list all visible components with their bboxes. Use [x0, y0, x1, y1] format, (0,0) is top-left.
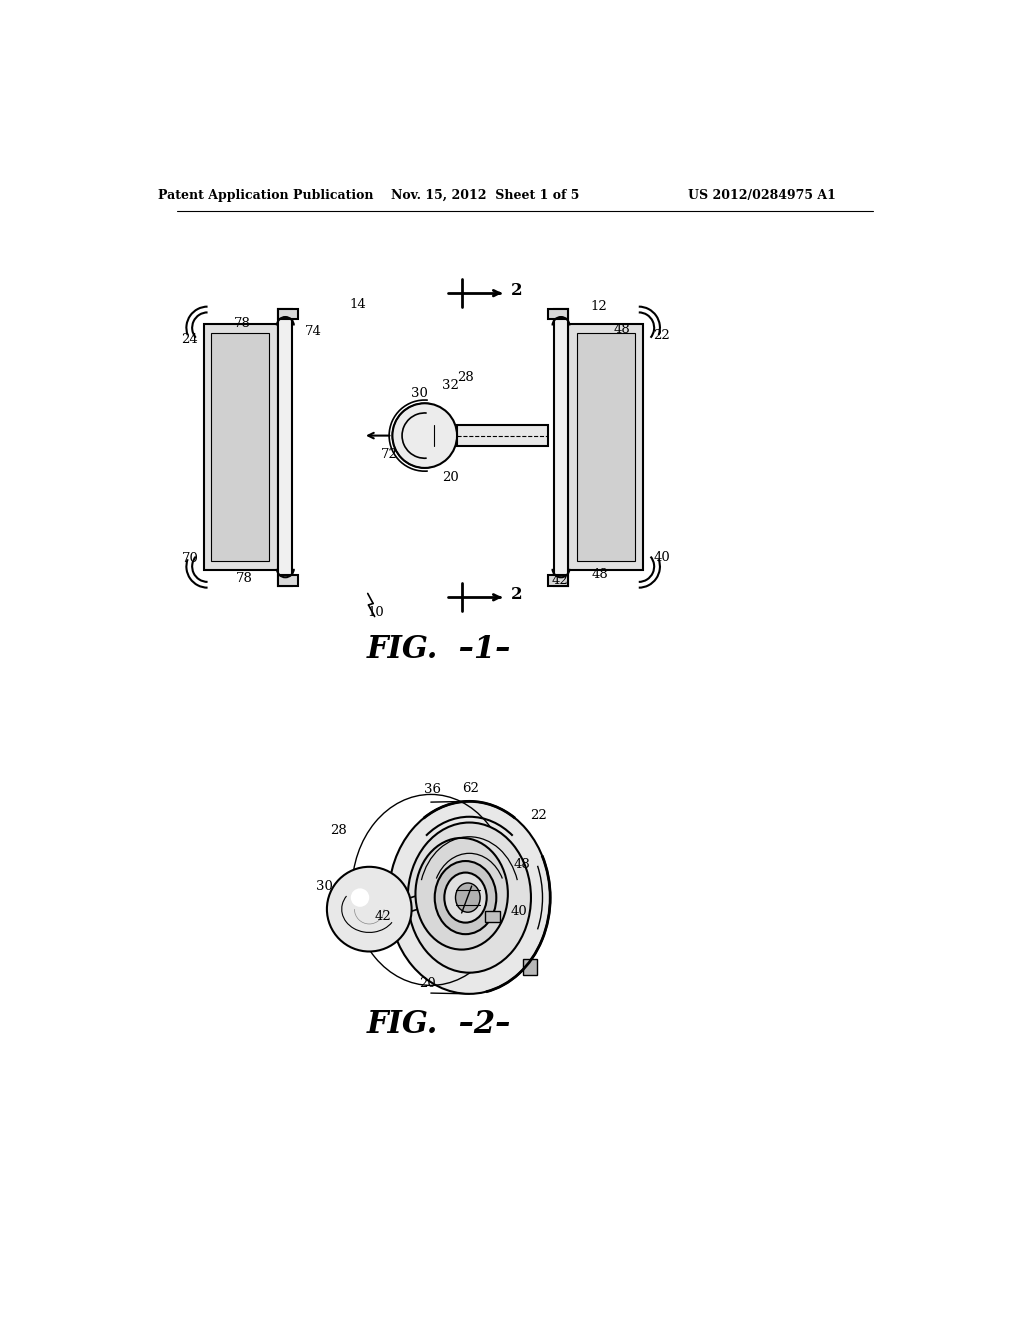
Text: 20: 20: [442, 471, 459, 484]
Ellipse shape: [388, 801, 550, 994]
Circle shape: [327, 867, 412, 952]
Text: 14: 14: [349, 298, 367, 312]
Text: 40: 40: [653, 550, 671, 564]
Polygon shape: [279, 309, 292, 586]
Polygon shape: [484, 911, 500, 923]
Text: 12: 12: [591, 300, 607, 313]
Circle shape: [392, 404, 457, 469]
Text: 30: 30: [411, 387, 428, 400]
Text: 22: 22: [653, 329, 671, 342]
Text: 24: 24: [181, 333, 199, 346]
Polygon shape: [204, 323, 279, 570]
Text: 28: 28: [457, 371, 474, 384]
Polygon shape: [523, 960, 538, 974]
Text: 36: 36: [424, 783, 441, 796]
Text: Nov. 15, 2012  Sheet 1 of 5: Nov. 15, 2012 Sheet 1 of 5: [390, 189, 579, 202]
Text: 78: 78: [237, 572, 253, 585]
Circle shape: [351, 888, 370, 907]
Text: 2: 2: [511, 586, 523, 603]
Text: 10: 10: [367, 606, 384, 619]
Polygon shape: [211, 333, 269, 561]
Text: 32: 32: [441, 379, 459, 392]
Ellipse shape: [456, 883, 480, 912]
Text: 48: 48: [613, 323, 630, 335]
Text: 48: 48: [513, 858, 530, 871]
Polygon shape: [554, 309, 568, 586]
Text: 40: 40: [511, 906, 527, 917]
Ellipse shape: [416, 838, 508, 949]
Text: 72: 72: [381, 449, 397, 462]
Polygon shape: [548, 309, 568, 319]
Text: 48: 48: [592, 568, 608, 581]
Ellipse shape: [435, 861, 497, 935]
Polygon shape: [578, 333, 635, 561]
Text: 42: 42: [375, 911, 391, 924]
Polygon shape: [548, 576, 568, 586]
Polygon shape: [568, 323, 643, 570]
Text: FIG.  –1–: FIG. –1–: [367, 634, 511, 665]
Text: 62: 62: [463, 781, 479, 795]
Text: 22: 22: [530, 809, 547, 822]
Text: 30: 30: [316, 879, 333, 892]
Text: 20: 20: [419, 977, 435, 990]
Text: Patent Application Publication: Patent Application Publication: [158, 189, 373, 202]
Text: 78: 78: [233, 317, 251, 330]
Text: 2: 2: [511, 282, 523, 300]
Text: 74: 74: [304, 325, 322, 338]
Ellipse shape: [408, 822, 531, 973]
Text: 28: 28: [330, 824, 347, 837]
Ellipse shape: [444, 873, 486, 923]
Text: 70: 70: [181, 552, 199, 565]
Polygon shape: [457, 425, 548, 446]
Polygon shape: [279, 309, 298, 319]
Text: FIG.  –2–: FIG. –2–: [367, 1010, 511, 1040]
Text: US 2012/0284975 A1: US 2012/0284975 A1: [688, 189, 836, 202]
Text: 42: 42: [552, 574, 568, 587]
Polygon shape: [279, 576, 298, 586]
